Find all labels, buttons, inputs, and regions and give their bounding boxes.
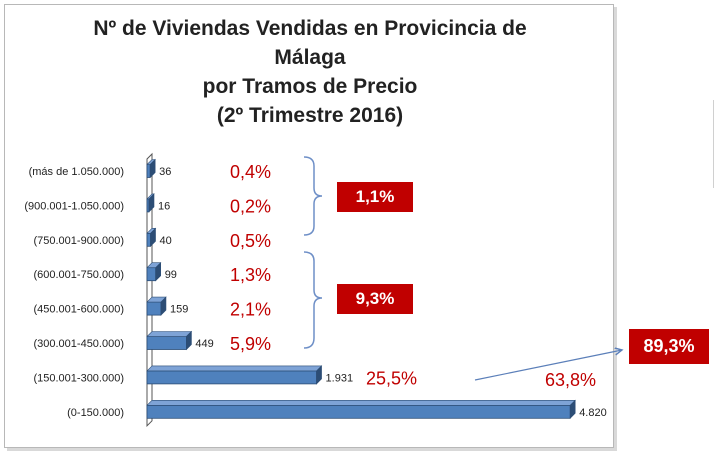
bracket-mid bbox=[303, 251, 323, 349]
bar-side bbox=[148, 193, 155, 213]
chart-title-line-1: Nº de Viviendas Vendidas en Provicincia … bbox=[93, 17, 527, 40]
value-label: 36 bbox=[159, 166, 171, 178]
percent-label: 0,4% bbox=[230, 162, 271, 182]
group-mid-badge: 9,3% bbox=[337, 284, 413, 314]
bar-front bbox=[146, 404, 571, 419]
bar-top bbox=[146, 365, 323, 372]
percent-label: 5,9% bbox=[230, 334, 271, 354]
bar-side bbox=[316, 365, 322, 385]
percent-label: 25,5% bbox=[366, 368, 417, 388]
bar-side bbox=[149, 158, 156, 179]
bar bbox=[146, 365, 323, 385]
value-label: 16 bbox=[158, 200, 170, 212]
value-label: 99 bbox=[165, 269, 177, 281]
group-high-badge: 1,1% bbox=[337, 182, 413, 212]
total-arrow bbox=[474, 350, 622, 381]
chart-title: Nº de Viviendas Vendidas en Provicincia … bbox=[10, 14, 610, 130]
subtotal-label: 63,8% bbox=[545, 370, 597, 390]
category-label: (más de 1.050.000) bbox=[29, 166, 124, 178]
bar-top bbox=[146, 400, 576, 406]
value-label: 449 bbox=[195, 338, 213, 350]
bar-side bbox=[569, 399, 576, 420]
bar-side bbox=[155, 261, 161, 282]
category-label: (750.001-900.000) bbox=[33, 235, 124, 247]
bar bbox=[146, 227, 157, 248]
category-label: (300.001-450.000) bbox=[33, 338, 124, 350]
value-label: 4.820 bbox=[579, 407, 607, 419]
bar-side bbox=[160, 296, 167, 316]
total-badge: 89,3% bbox=[629, 329, 709, 364]
edge-line bbox=[713, 100, 714, 188]
bar bbox=[146, 193, 155, 213]
category-label: (600.001-750.000) bbox=[33, 269, 124, 281]
bar-top bbox=[146, 331, 193, 337]
bar-front bbox=[146, 164, 151, 178]
bar bbox=[146, 296, 167, 316]
bar-front bbox=[146, 336, 187, 350]
bar bbox=[146, 330, 193, 351]
category-label: (0-150.000) bbox=[67, 407, 124, 419]
category-label: (150.001-300.000) bbox=[33, 372, 124, 384]
percent-label: 0,5% bbox=[230, 231, 271, 251]
chart-title-line-3: por Tramos de Precio bbox=[202, 75, 418, 98]
value-label: 1.931 bbox=[326, 372, 354, 384]
percent-label: 2,1% bbox=[230, 300, 271, 320]
bar bbox=[146, 399, 576, 420]
bracket-high bbox=[303, 156, 323, 236]
bar-front bbox=[146, 232, 151, 247]
bar bbox=[146, 261, 162, 282]
chart-title-line-2: Málaga bbox=[274, 46, 346, 69]
percent-label: 1,3% bbox=[230, 265, 271, 285]
bar-front bbox=[146, 370, 317, 385]
bar-side bbox=[150, 227, 156, 248]
category-label: (450.001-600.000) bbox=[33, 304, 124, 316]
bar-front bbox=[146, 267, 157, 282]
chart-title-line-4: (2º Trimestre 2016) bbox=[216, 104, 404, 127]
percent-label: 0,2% bbox=[230, 196, 271, 216]
bar bbox=[146, 158, 156, 179]
bar-side bbox=[186, 330, 192, 351]
category-label: (900.001-1.050.000) bbox=[24, 200, 124, 212]
bar-front bbox=[146, 301, 162, 316]
value-label: 159 bbox=[170, 304, 188, 316]
value-label: 40 bbox=[160, 235, 172, 247]
